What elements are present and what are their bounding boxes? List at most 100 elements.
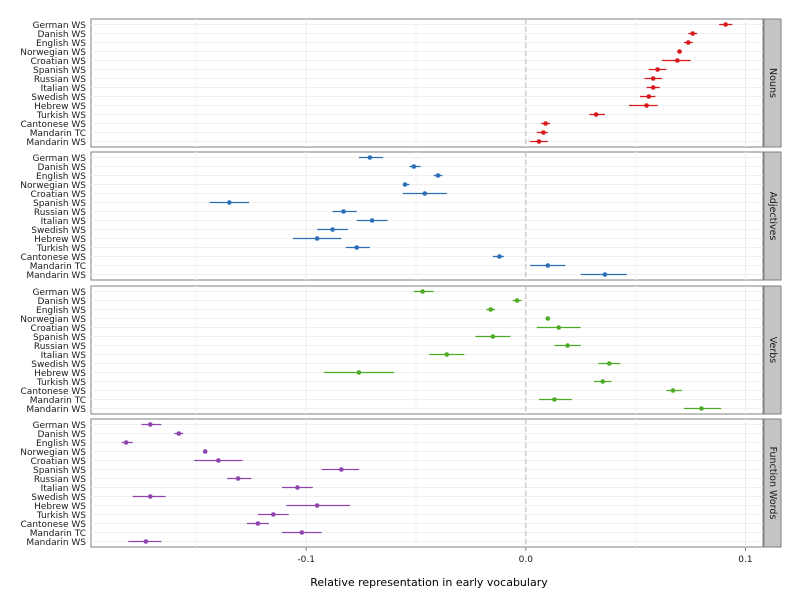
data-point <box>650 85 656 90</box>
x-tick-label: -0.1 <box>297 555 315 565</box>
data-point <box>602 272 608 277</box>
y-tick-label: Italian WS <box>41 84 87 94</box>
y-tick-label: Norwegian WS <box>20 48 86 58</box>
y-tick-label: Mandarin TC <box>30 396 86 406</box>
y-tick-label: Swedish WS <box>31 493 86 503</box>
y-tick-label: Spanish WS <box>33 199 86 209</box>
y-tick-label: Norwegian WS <box>20 315 86 325</box>
facet-strip <box>763 418 782 548</box>
y-tick-label: Swedish WS <box>31 93 86 103</box>
y-tick-label: Cantonese WS <box>21 520 87 530</box>
y-tick-label: Mandarin TC <box>30 129 86 139</box>
data-point <box>444 352 450 357</box>
data-point <box>545 263 551 268</box>
y-tick-label: Mandarin WS <box>26 271 86 281</box>
data-point <box>147 494 153 499</box>
facet-strip <box>763 151 782 281</box>
data-point <box>367 155 373 160</box>
data-point <box>299 530 305 535</box>
data-point <box>147 422 153 427</box>
data-point <box>369 218 375 223</box>
data-point <box>536 139 542 144</box>
y-tick-label: German WS <box>32 21 86 31</box>
data-point <box>255 521 261 526</box>
y-tick-label: Danish WS <box>37 163 86 173</box>
x-tick-label: 0.1 <box>738 555 752 565</box>
data-point <box>606 361 612 366</box>
y-tick-label: Norwegian WS <box>20 448 86 458</box>
data-point <box>655 67 660 72</box>
y-tick-label: Spanish WS <box>33 66 86 76</box>
data-point <box>176 431 182 436</box>
y-tick-label: Mandarin WS <box>26 405 86 415</box>
facet-strip-label: Adjectives <box>767 192 778 241</box>
y-tick-label: English WS <box>36 39 86 49</box>
data-point <box>216 458 221 463</box>
data-point <box>488 307 493 312</box>
data-point <box>670 388 676 393</box>
facet-strip-label: Function Words <box>767 447 778 520</box>
y-tick-label: Turkish WS <box>36 111 86 121</box>
facet-strip-label: Verbs <box>767 337 778 364</box>
y-tick-label: Norwegian WS <box>20 181 86 191</box>
data-point <box>235 476 241 481</box>
data-point <box>646 94 652 99</box>
y-tick-label: English WS <box>36 439 86 449</box>
data-point <box>123 440 129 445</box>
y-tick-label: Spanish WS <box>33 466 86 476</box>
y-tick-label: Croatian WS <box>30 57 86 67</box>
data-point <box>497 254 502 259</box>
y-tick-label: German WS <box>32 288 86 298</box>
y-tick-label: Swedish WS <box>31 226 86 236</box>
data-point <box>339 467 344 472</box>
y-tick-label: Cantonese WS <box>21 253 87 263</box>
panel-frame <box>90 418 764 548</box>
data-point <box>341 209 346 214</box>
data-point <box>420 289 425 294</box>
data-point <box>699 406 704 411</box>
data-point <box>675 58 680 63</box>
y-tick-label: Mandarin TC <box>30 529 86 539</box>
data-point <box>545 316 551 321</box>
y-tick-label: Mandarin WS <box>26 138 86 148</box>
y-tick-label: Turkish WS <box>36 511 86 521</box>
y-tick-label: German WS <box>32 421 86 431</box>
y-tick-label: Turkish WS <box>36 244 86 254</box>
y-tick-label: Cantonese WS <box>21 387 87 397</box>
data-point <box>644 103 649 108</box>
data-point <box>514 298 520 303</box>
data-point <box>565 343 570 348</box>
y-tick-label: Danish WS <box>37 30 86 40</box>
facet-strip <box>763 18 782 148</box>
y-tick-label: English WS <box>36 306 86 316</box>
y-tick-label: Swedish WS <box>31 360 86 370</box>
y-tick-label: Hebrew WS <box>34 102 86 112</box>
facet-strip <box>763 285 782 415</box>
y-tick-label: German WS <box>32 154 86 164</box>
data-point <box>723 22 728 27</box>
y-tick-label: Mandarin TC <box>30 262 86 272</box>
x-axis-label: Relative representation in early vocabul… <box>310 576 548 589</box>
y-tick-label: Danish WS <box>37 297 86 307</box>
panel-frame <box>90 285 764 415</box>
y-tick-label: Cantonese WS <box>21 120 87 130</box>
data-point <box>543 121 548 126</box>
data-point <box>686 40 691 45</box>
data-point <box>202 449 208 454</box>
y-tick-label: Croatian WS <box>30 190 86 200</box>
y-tick-label: Italian WS <box>41 351 87 361</box>
y-tick-label: Spanish WS <box>33 333 86 343</box>
data-point <box>435 173 441 178</box>
y-tick-label: Russian WS <box>34 208 86 218</box>
y-tick-label: Croatian WS <box>30 457 86 467</box>
y-tick-label: Turkish WS <box>36 378 86 388</box>
data-point <box>422 191 428 196</box>
data-point <box>490 334 496 339</box>
panel-frame <box>90 18 764 148</box>
y-tick-label: Russian WS <box>34 342 86 352</box>
data-point <box>556 325 562 330</box>
